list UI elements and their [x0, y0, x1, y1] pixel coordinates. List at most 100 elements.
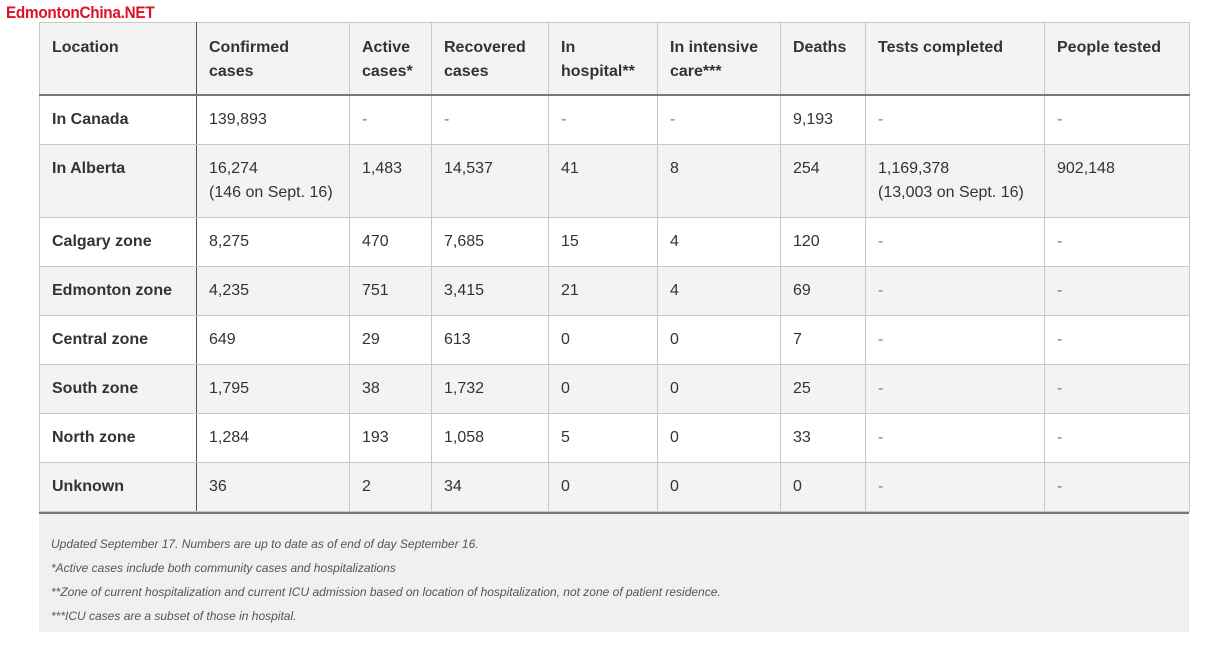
cell-deaths: 7 — [780, 314, 866, 365]
cell-confirmed-value: 16,274 — [209, 159, 258, 177]
cell-confirmed: 649 — [196, 314, 350, 365]
table-header-row: Location Confirmed cases Active cases* R… — [39, 22, 1190, 96]
cell-confirmed: 16,274 (146 on Sept. 16) — [196, 143, 350, 218]
cell-hospital: 0 — [548, 314, 658, 365]
cell-deaths: 120 — [780, 216, 866, 267]
header-active-cases: Active cases* — [349, 22, 432, 96]
cell-location: North zone — [39, 412, 197, 463]
cell-deaths: 25 — [780, 363, 866, 414]
cell-hospital: 5 — [548, 412, 658, 463]
cell-icu: 8 — [657, 143, 781, 218]
cell-recovered: 34 — [431, 461, 549, 512]
cell-icu: 0 — [657, 412, 781, 463]
cell-people-tested: - — [1044, 363, 1190, 414]
cell-active: 1,483 — [349, 143, 432, 218]
cell-location: In Alberta — [39, 143, 197, 218]
cell-active: 38 — [349, 363, 432, 414]
table-row: Edmonton zone 4,235 751 3,415 21 4 69 - … — [39, 265, 1190, 316]
cell-tests: - — [865, 412, 1045, 463]
cell-people-tested: - — [1044, 94, 1190, 145]
table-row: South zone 1,795 38 1,732 0 0 25 - - — [39, 363, 1190, 414]
cell-recovered: 1,058 — [431, 412, 549, 463]
cell-people-tested: - — [1044, 265, 1190, 316]
cell-deaths: 33 — [780, 412, 866, 463]
active-cases-footnote: *Active cases include both community cas… — [51, 561, 396, 575]
cell-tests: - — [865, 265, 1045, 316]
covid-cases-table: Location Confirmed cases Active cases* R… — [39, 22, 1190, 512]
cell-confirmed: 36 — [196, 461, 350, 512]
cell-people-tested: - — [1044, 216, 1190, 267]
cell-recovered: 613 — [431, 314, 549, 365]
cell-recovered: 3,415 — [431, 265, 549, 316]
table-row: Calgary zone 8,275 470 7,685 15 4 120 - … — [39, 216, 1190, 267]
covid-cases-table-container: Location Confirmed cases Active cases* R… — [39, 22, 1190, 512]
header-deaths: Deaths — [780, 22, 866, 96]
header-confirmed-cases: Confirmed cases — [196, 22, 350, 96]
table-row: In Alberta 16,274 (146 on Sept. 16) 1,48… — [39, 143, 1190, 218]
cell-location: In Canada — [39, 94, 197, 145]
cell-active: 193 — [349, 412, 432, 463]
cell-deaths: 254 — [780, 143, 866, 218]
cell-confirmed: 4,235 — [196, 265, 350, 316]
cell-icu: 0 — [657, 461, 781, 512]
cell-tests: - — [865, 461, 1045, 512]
cell-active: - — [349, 94, 432, 145]
cell-hospital: 41 — [548, 143, 658, 218]
cell-confirmed: 8,275 — [196, 216, 350, 267]
cell-hospital: - — [548, 94, 658, 145]
cell-tests: - — [865, 363, 1045, 414]
header-in-intensive-care: In intensive care*** — [657, 22, 781, 96]
cell-people-tested: - — [1044, 412, 1190, 463]
cell-deaths: 9,193 — [780, 94, 866, 145]
table-row: North zone 1,284 193 1,058 5 0 33 - - — [39, 412, 1190, 463]
header-in-hospital: In hospital** — [548, 22, 658, 96]
header-tests-completed: Tests completed — [865, 22, 1045, 96]
table-row: Unknown 36 2 34 0 0 0 - - — [39, 461, 1190, 512]
table-footnotes: Updated September 17. Numbers are up to … — [39, 512, 1189, 632]
cell-recovered: 7,685 — [431, 216, 549, 267]
cell-recovered: - — [431, 94, 549, 145]
cell-hospital: 0 — [548, 363, 658, 414]
zone-hospitalization-footnote: **Zone of current hospitalization and cu… — [51, 585, 721, 599]
cell-deaths: 69 — [780, 265, 866, 316]
cell-people-tested: - — [1044, 314, 1190, 365]
cell-deaths: 0 — [780, 461, 866, 512]
cell-icu: 4 — [657, 265, 781, 316]
table-row: In Canada 139,893 - - - - 9,193 - - — [39, 94, 1190, 145]
cell-people-tested: - — [1044, 461, 1190, 512]
header-recovered-cases: Recovered cases — [431, 22, 549, 96]
cell-active: 29 — [349, 314, 432, 365]
cell-tests-value: 1,169,378 — [878, 159, 950, 177]
header-location: Location — [39, 22, 197, 96]
cell-tests: - — [865, 94, 1045, 145]
cell-hospital: 0 — [548, 461, 658, 512]
cell-active: 751 — [349, 265, 432, 316]
cell-tests: - — [865, 314, 1045, 365]
cell-location: Unknown — [39, 461, 197, 512]
header-people-tested: People tested — [1044, 22, 1190, 96]
cell-recovered: 14,537 — [431, 143, 549, 218]
cell-recovered: 1,732 — [431, 363, 549, 414]
cell-location: Central zone — [39, 314, 197, 365]
cell-location: Edmonton zone — [39, 265, 197, 316]
cell-active: 470 — [349, 216, 432, 267]
cell-icu: - — [657, 94, 781, 145]
icu-footnote: ***ICU cases are a subset of those in ho… — [51, 609, 297, 623]
cell-active: 2 — [349, 461, 432, 512]
watermark-logo: EdmontonChina.NET — [6, 3, 155, 22]
cell-confirmed: 139,893 — [196, 94, 350, 145]
cell-icu: 4 — [657, 216, 781, 267]
cell-location: South zone — [39, 363, 197, 414]
cell-people-tested: 902,148 — [1044, 143, 1190, 218]
cell-confirmed-note: (146 on Sept. 16) — [209, 183, 333, 201]
cell-tests: - — [865, 216, 1045, 267]
cell-tests: 1,169,378 (13,003 on Sept. 16) — [865, 143, 1045, 218]
cell-location: Calgary zone — [39, 216, 197, 267]
cell-hospital: 15 — [548, 216, 658, 267]
cell-confirmed: 1,795 — [196, 363, 350, 414]
cell-hospital: 21 — [548, 265, 658, 316]
cell-tests-note: (13,003 on Sept. 16) — [878, 183, 1024, 201]
cell-icu: 0 — [657, 314, 781, 365]
updated-note: Updated September 17. Numbers are up to … — [51, 537, 479, 551]
cell-icu: 0 — [657, 363, 781, 414]
